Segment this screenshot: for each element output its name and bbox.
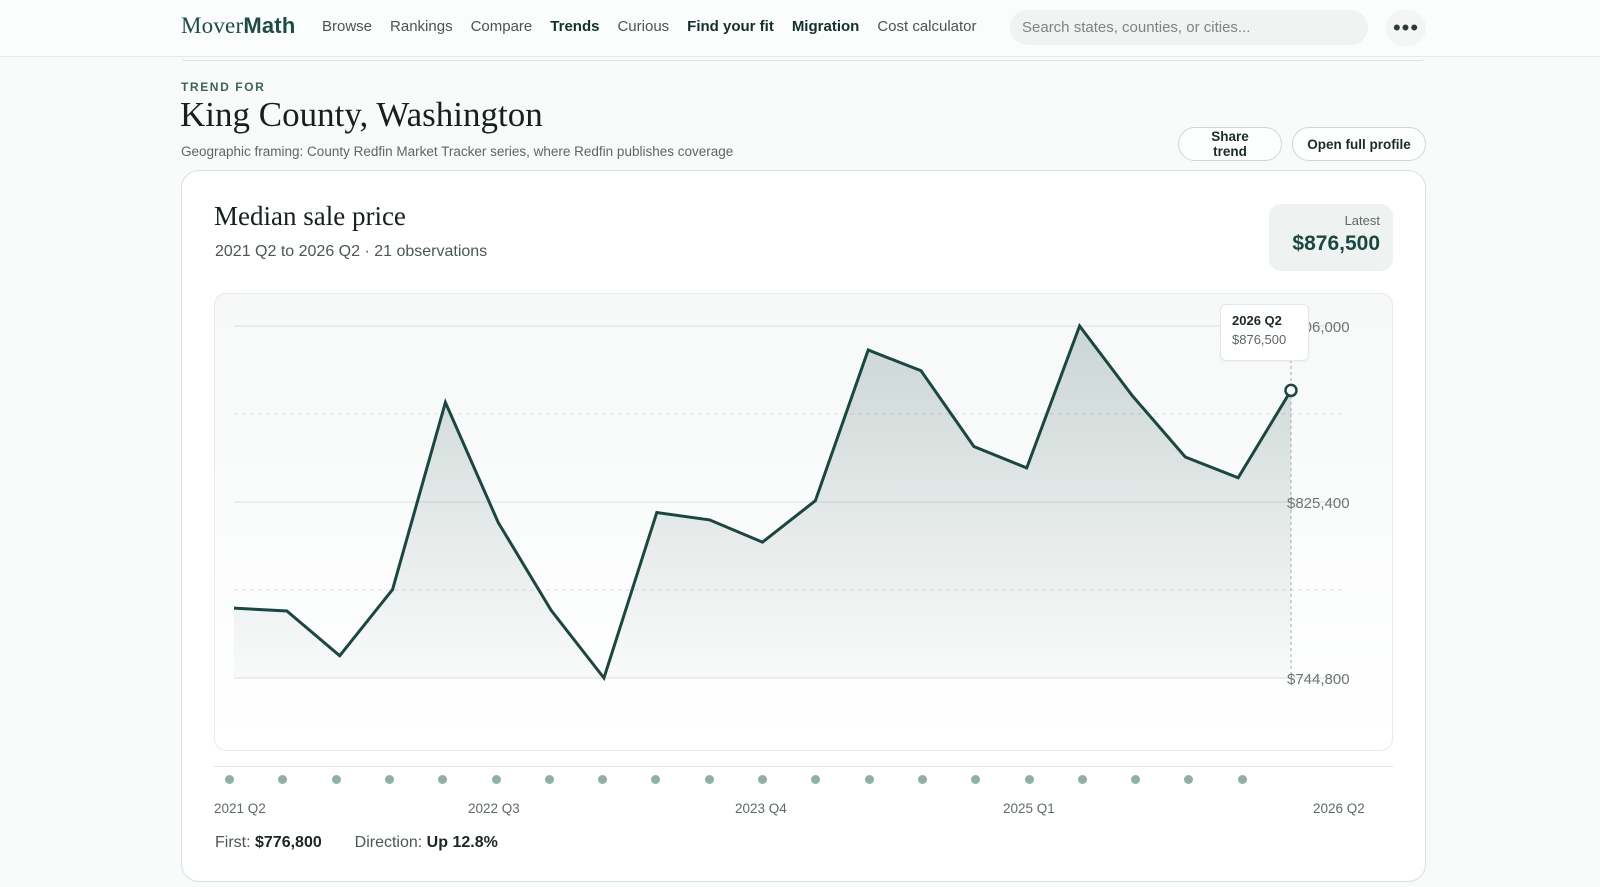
x-tick-label: 2026 Q2 [1313, 801, 1365, 816]
first-value: $776,800 [255, 834, 322, 851]
timeline-dot[interactable] [917, 775, 927, 784]
more-menu-icon[interactable]: ••• [1386, 10, 1426, 46]
data-point[interactable] [1024, 465, 1030, 471]
data-point[interactable] [812, 498, 818, 504]
data-point[interactable] [231, 605, 237, 611]
nav-link-browse[interactable]: Browse [322, 18, 373, 35]
x-axis-labels: 2021 Q2 2022 Q3 2023 Q4 2025 Q1 2026 Q2 [214, 801, 1393, 819]
x-tick-label: 2023 Q4 [735, 801, 787, 816]
nav-link-trends[interactable]: Trends [550, 18, 600, 35]
timeline-dot[interactable] [651, 775, 661, 784]
geographic-framing: Geographic framing: County Redfin Market… [181, 144, 734, 159]
x-tick-label: 2022 Q3 [468, 801, 520, 816]
nav-link-curious[interactable]: Curious [617, 18, 670, 35]
timeline-dot[interactable] [491, 775, 501, 784]
series-area [234, 326, 1291, 678]
timeline-dots [214, 775, 1393, 787]
data-point[interactable] [971, 444, 977, 450]
timeline-track [214, 766, 1393, 767]
data-point[interactable] [1129, 393, 1135, 399]
timeline-dot[interactable] [1131, 775, 1141, 784]
timeline-dot[interactable] [278, 775, 288, 784]
timeline-dot[interactable] [1024, 775, 1034, 784]
direction-label: Direction: [354, 834, 423, 851]
nav-link-cost-calculator[interactable]: Cost calculator [877, 18, 977, 35]
chart-svg: $906,000$825,400$744,800 [231, 319, 1350, 688]
data-point[interactable] [1182, 454, 1188, 460]
x-tick-label: 2021 Q2 [214, 801, 266, 816]
search-input[interactable] [1010, 10, 1368, 45]
data-point[interactable] [548, 607, 554, 613]
data-point[interactable] [601, 675, 607, 681]
first-label: First: [215, 834, 251, 851]
timeline-dot[interactable] [225, 775, 234, 784]
logo-bold: Math [243, 13, 296, 38]
data-point[interactable] [284, 608, 290, 614]
timeline-dot[interactable] [544, 775, 554, 784]
timeline-dot[interactable] [1237, 775, 1247, 784]
open-full-profile-button[interactable]: Open full profile [1292, 127, 1426, 161]
x-tick-label: 2025 Q1 [1003, 801, 1055, 816]
logo[interactable]: MoverMath [181, 13, 295, 39]
data-point[interactable] [1235, 475, 1241, 481]
series-line [233, 322, 1293, 682]
timeline-dot[interactable] [384, 775, 394, 784]
timeline-dot[interactable] [758, 775, 767, 784]
y-tick-label: $825,400 [1287, 495, 1350, 512]
timeline-dot[interactable] [438, 775, 448, 784]
data-point[interactable] [1077, 323, 1083, 329]
tooltip-value: $876,500 [1232, 332, 1287, 347]
chart-plot-area[interactable]: $906,000 $825,400 $744,800 2026 Q2 $876,50… [214, 293, 1393, 751]
share-trend-button[interactable]: Share trend [1178, 127, 1282, 161]
page-title: King County, Washington [180, 95, 543, 134]
data-point[interactable] [390, 587, 396, 593]
latest-badge: Latest $876,500 [1269, 204, 1393, 271]
nav-divider [181, 57, 1425, 61]
direction-value: Up 12.8% [426, 834, 498, 851]
timeline-dot[interactable] [704, 775, 714, 784]
tooltip-period: 2026 Q2 [1232, 313, 1282, 328]
highlight-point[interactable] [1284, 383, 1298, 398]
timeline-dot[interactable] [864, 775, 874, 784]
nav-link-rankings[interactable]: Rankings [390, 18, 453, 35]
eyebrow: TREND FOR [181, 80, 266, 94]
timeline-dot[interactable] [811, 775, 821, 784]
data-point[interactable] [495, 520, 501, 526]
y-tick-label: $744,800 [1287, 671, 1350, 688]
latest-value: $876,500 [1292, 232, 1380, 255]
nav-link-compare[interactable]: Compare [470, 18, 533, 35]
timeline-dot[interactable] [1184, 775, 1194, 784]
latest-label: Latest [1344, 213, 1380, 228]
top-nav: MoverMath Browse Rankings Compare Trends Cur… [0, 0, 1600, 57]
summary-stats: First: $776,800 Direction: Up 12.8% [215, 834, 498, 852]
trend-card: Median sale price 2021 Q2 to 2026 Q2 · 2… [181, 170, 1426, 882]
nav-links: Browse Rankings Compare Trends Curious Find y… [322, 18, 995, 35]
data-point[interactable] [760, 539, 766, 545]
nav-link-migration[interactable]: Migration [791, 18, 860, 35]
nav-link-find-your-fit[interactable]: Find your fit [687, 18, 774, 35]
data-point[interactable] [707, 517, 713, 523]
data-point[interactable] [337, 653, 343, 659]
timeline-dot[interactable] [1077, 775, 1087, 784]
timeline-dot[interactable] [331, 775, 341, 784]
chart-subtitle: 2021 Q2 to 2026 Q2 · 21 observations [215, 243, 488, 260]
logo-light: Mover [181, 13, 244, 38]
data-point[interactable] [865, 347, 871, 353]
data-point[interactable] [654, 509, 660, 515]
chart-title: Median sale price [214, 201, 406, 231]
timeline-dot[interactable] [971, 775, 981, 784]
data-point[interactable] [442, 399, 448, 405]
data-point[interactable] [918, 368, 924, 374]
chart-tooltip: 2026 Q2 $876,500 [1220, 304, 1309, 361]
timeline-dot[interactable] [598, 775, 608, 784]
